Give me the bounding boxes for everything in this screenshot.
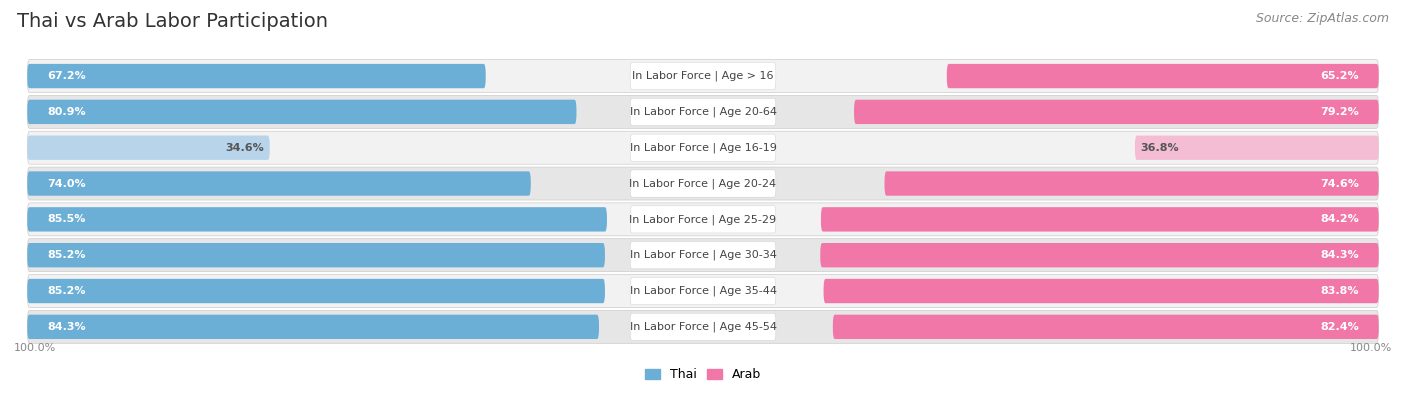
FancyBboxPatch shape [27,239,1379,272]
FancyBboxPatch shape [27,100,576,124]
Text: 65.2%: 65.2% [1320,71,1358,81]
FancyBboxPatch shape [27,171,531,196]
Text: In Labor Force | Age 30-34: In Labor Force | Age 30-34 [630,250,776,260]
FancyBboxPatch shape [27,315,599,339]
Text: 84.3%: 84.3% [1320,250,1358,260]
FancyBboxPatch shape [630,98,776,126]
FancyBboxPatch shape [27,310,1379,343]
FancyBboxPatch shape [1135,135,1379,160]
Text: Source: ZipAtlas.com: Source: ZipAtlas.com [1256,12,1389,25]
Text: 79.2%: 79.2% [1320,107,1358,117]
FancyBboxPatch shape [27,60,1379,92]
FancyBboxPatch shape [27,203,1379,236]
FancyBboxPatch shape [630,134,776,161]
FancyBboxPatch shape [27,207,607,231]
FancyBboxPatch shape [824,279,1379,303]
FancyBboxPatch shape [853,100,1379,124]
Text: In Labor Force | Age 45-54: In Labor Force | Age 45-54 [630,322,776,332]
Text: In Labor Force | Age > 16: In Labor Force | Age > 16 [633,71,773,81]
FancyBboxPatch shape [27,96,1379,128]
FancyBboxPatch shape [27,64,485,88]
Text: 85.2%: 85.2% [48,250,86,260]
Text: 34.6%: 34.6% [226,143,264,153]
Text: 82.4%: 82.4% [1320,322,1358,332]
Legend: Thai, Arab: Thai, Arab [640,363,766,386]
FancyBboxPatch shape [27,131,1379,164]
Text: In Labor Force | Age 20-24: In Labor Force | Age 20-24 [630,178,776,189]
Text: 74.0%: 74.0% [48,179,86,188]
Text: 85.5%: 85.5% [48,214,86,224]
FancyBboxPatch shape [630,62,776,90]
Text: 84.3%: 84.3% [48,322,86,332]
Text: In Labor Force | Age 20-64: In Labor Force | Age 20-64 [630,107,776,117]
FancyBboxPatch shape [27,275,1379,307]
Text: 36.8%: 36.8% [1140,143,1178,153]
FancyBboxPatch shape [884,171,1379,196]
FancyBboxPatch shape [630,170,776,197]
FancyBboxPatch shape [27,167,1379,200]
Text: Thai vs Arab Labor Participation: Thai vs Arab Labor Participation [17,12,328,31]
FancyBboxPatch shape [820,243,1379,267]
FancyBboxPatch shape [27,243,605,267]
Text: 80.9%: 80.9% [48,107,86,117]
Text: 100.0%: 100.0% [1350,342,1392,353]
FancyBboxPatch shape [946,64,1379,88]
FancyBboxPatch shape [832,315,1379,339]
FancyBboxPatch shape [27,279,605,303]
FancyBboxPatch shape [630,313,776,340]
Text: In Labor Force | Age 25-29: In Labor Force | Age 25-29 [630,214,776,225]
Text: 74.6%: 74.6% [1320,179,1358,188]
Text: 84.2%: 84.2% [1320,214,1358,224]
Text: 100.0%: 100.0% [14,342,56,353]
Text: 67.2%: 67.2% [48,71,86,81]
Text: 83.8%: 83.8% [1320,286,1358,296]
Text: In Labor Force | Age 16-19: In Labor Force | Age 16-19 [630,143,776,153]
FancyBboxPatch shape [630,277,776,305]
FancyBboxPatch shape [27,135,270,160]
Text: In Labor Force | Age 35-44: In Labor Force | Age 35-44 [630,286,776,296]
FancyBboxPatch shape [821,207,1379,231]
Text: 85.2%: 85.2% [48,286,86,296]
FancyBboxPatch shape [630,242,776,269]
FancyBboxPatch shape [630,206,776,233]
